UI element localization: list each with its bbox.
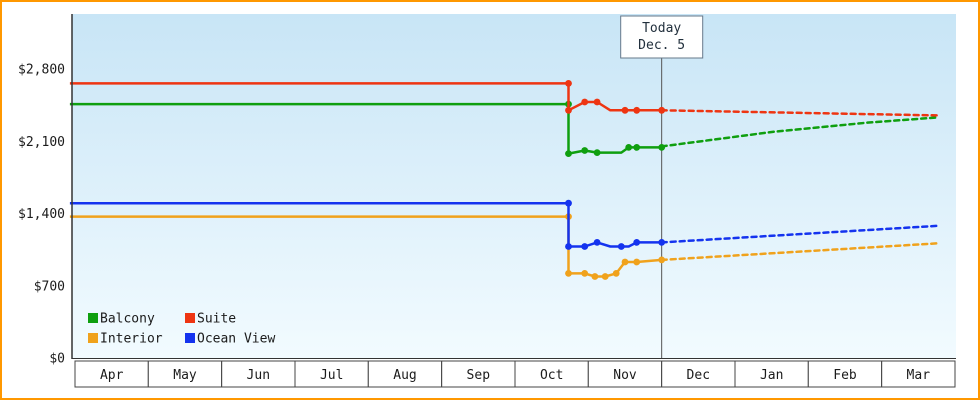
ytick-label: $1,400: [18, 207, 65, 222]
series-marker-ocean-view: [617, 243, 625, 250]
legend-label-balcony: Balcony: [100, 312, 155, 327]
legend-swatch-interior: [88, 333, 98, 343]
series-marker-interior: [591, 273, 599, 280]
series-marker-interior: [612, 270, 620, 277]
legend-swatch-suite: [185, 313, 195, 323]
month-label: May: [173, 368, 197, 383]
month-cell: [881, 360, 956, 388]
month-cell: [587, 360, 663, 388]
series-dashed-balcony: [660, 116, 938, 148]
month-label: Jul: [320, 368, 343, 383]
series-marker-ocean-view: [593, 239, 601, 246]
month-label: Feb: [833, 368, 857, 383]
month-cell: [807, 360, 883, 388]
series-line-balcony: [69, 102, 662, 155]
today-label-line2: Dec. 5: [638, 38, 685, 53]
series-marker-balcony: [581, 147, 589, 154]
series-marker-suite: [565, 106, 572, 114]
month-label: Oct: [540, 368, 563, 383]
series-marker-balcony: [658, 144, 666, 151]
series-marker-ocean-view: [565, 199, 572, 207]
month-label: Dec: [687, 368, 710, 383]
series-marker-interior: [621, 258, 629, 266]
legend-item-suite: Suite: [185, 312, 236, 327]
today-box: [620, 15, 704, 59]
month-label: Jan: [760, 368, 783, 383]
legend-label-ocean-view: Ocean View: [197, 332, 275, 347]
series-marker-interior: [601, 273, 609, 280]
month-label: Aug: [393, 368, 416, 383]
series-marker-balcony: [633, 144, 641, 151]
month-label: Sep: [467, 368, 491, 383]
legend-label-interior: Interior: [100, 332, 163, 347]
legend-label-suite: Suite: [197, 312, 236, 327]
month-label: Apr: [100, 368, 124, 383]
series-marker-suite: [621, 106, 629, 114]
ytick-label: $0: [49, 352, 65, 367]
today-label-line1: Today: [642, 21, 681, 36]
series-marker-ocean-view: [633, 239, 641, 246]
series-marker-interior: [581, 270, 589, 277]
series-marker-interior: [658, 256, 666, 264]
series-marker-suite: [658, 106, 666, 114]
series-marker-suite: [565, 80, 572, 87]
month-cell: [441, 360, 516, 388]
plot-area: [72, 14, 956, 358]
month-cell: [734, 360, 809, 388]
legend-swatch-ocean-view: [185, 333, 195, 343]
legend-item-ocean-view: Ocean View: [185, 332, 275, 347]
series-marker-suite: [633, 106, 641, 114]
series-marker-ocean-view: [565, 243, 572, 250]
series-marker-suite: [593, 98, 601, 106]
legend-item-interior: Interior: [88, 332, 163, 347]
month-label: Jun: [247, 368, 270, 383]
series-marker-balcony: [565, 150, 572, 158]
ytick-label: $2,100: [18, 135, 65, 150]
month-label: Mar: [907, 368, 931, 383]
month-cell: [514, 360, 589, 388]
series-dashed-suite: [660, 109, 938, 117]
ytick-label: $700: [34, 279, 65, 294]
series-marker-ocean-view: [658, 239, 666, 246]
ytick-label: $2,800: [18, 63, 65, 78]
month-label: Nov: [613, 368, 637, 383]
legend-swatch-balcony: [88, 313, 98, 323]
series-dashed-interior: [660, 242, 938, 262]
series-marker-balcony: [625, 144, 633, 151]
series-marker-ocean-view: [581, 243, 589, 250]
series-line-suite: [69, 82, 662, 112]
series-marker-suite: [581, 98, 589, 106]
series-marker-interior: [565, 270, 572, 277]
series-marker-interior: [633, 258, 641, 266]
series-marker-balcony: [593, 149, 601, 157]
series-dashed-ocean-view: [660, 224, 938, 244]
legend-item-balcony: Balcony: [88, 312, 155, 327]
